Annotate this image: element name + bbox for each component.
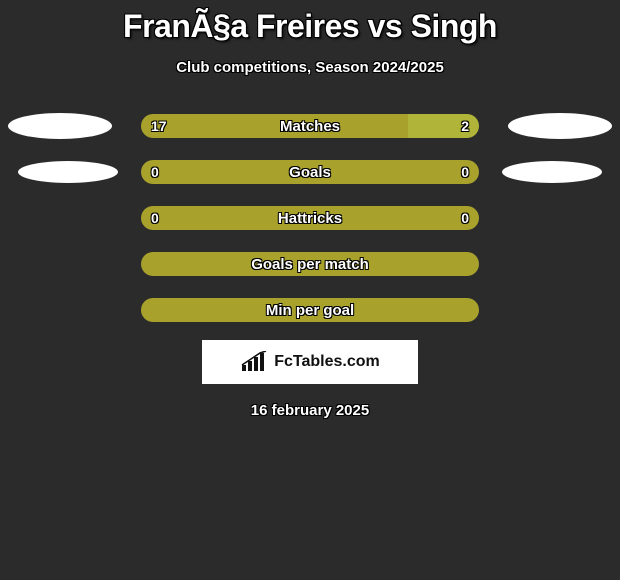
comparison-card: FranÃ§a Freires vs Singh Club competitio… xyxy=(0,0,620,419)
stat-row: 0 Goals 0 xyxy=(0,160,620,184)
bar-left-segment xyxy=(141,206,479,230)
page-title: FranÃ§a Freires vs Singh xyxy=(123,8,497,45)
date-label: 16 february 2025 xyxy=(251,402,369,419)
stat-row: Goals per match xyxy=(0,252,620,276)
stat-bar-hattricks: 0 Hattricks 0 xyxy=(141,206,479,230)
stat-bar-goals-per-match: Goals per match xyxy=(141,252,479,276)
player-left-marker xyxy=(8,113,112,139)
stat-bar-matches: 17 Matches 2 xyxy=(141,114,479,138)
bar-left-segment xyxy=(141,160,479,184)
stat-row: Min per goal xyxy=(0,298,620,322)
bar-left-segment xyxy=(141,252,479,276)
player-right-marker xyxy=(508,113,612,139)
player-left-marker xyxy=(18,161,118,183)
stat-rows: 17 Matches 2 0 Goals 0 0 Hattricks xyxy=(0,114,620,322)
bar-right-segment xyxy=(408,114,479,138)
stat-bar-min-per-goal: Min per goal xyxy=(141,298,479,322)
player-right-marker xyxy=(502,161,602,183)
stat-row: 17 Matches 2 xyxy=(0,114,620,138)
logo-chart-icon xyxy=(240,351,268,373)
stat-bar-goals: 0 Goals 0 xyxy=(141,160,479,184)
bar-left-segment xyxy=(141,114,408,138)
logo: FcTables.com xyxy=(202,340,418,384)
logo-text: FcTables.com xyxy=(274,353,380,371)
bar-left-segment xyxy=(141,298,479,322)
stat-row: 0 Hattricks 0 xyxy=(0,206,620,230)
subtitle: Club competitions, Season 2024/2025 xyxy=(176,59,444,76)
